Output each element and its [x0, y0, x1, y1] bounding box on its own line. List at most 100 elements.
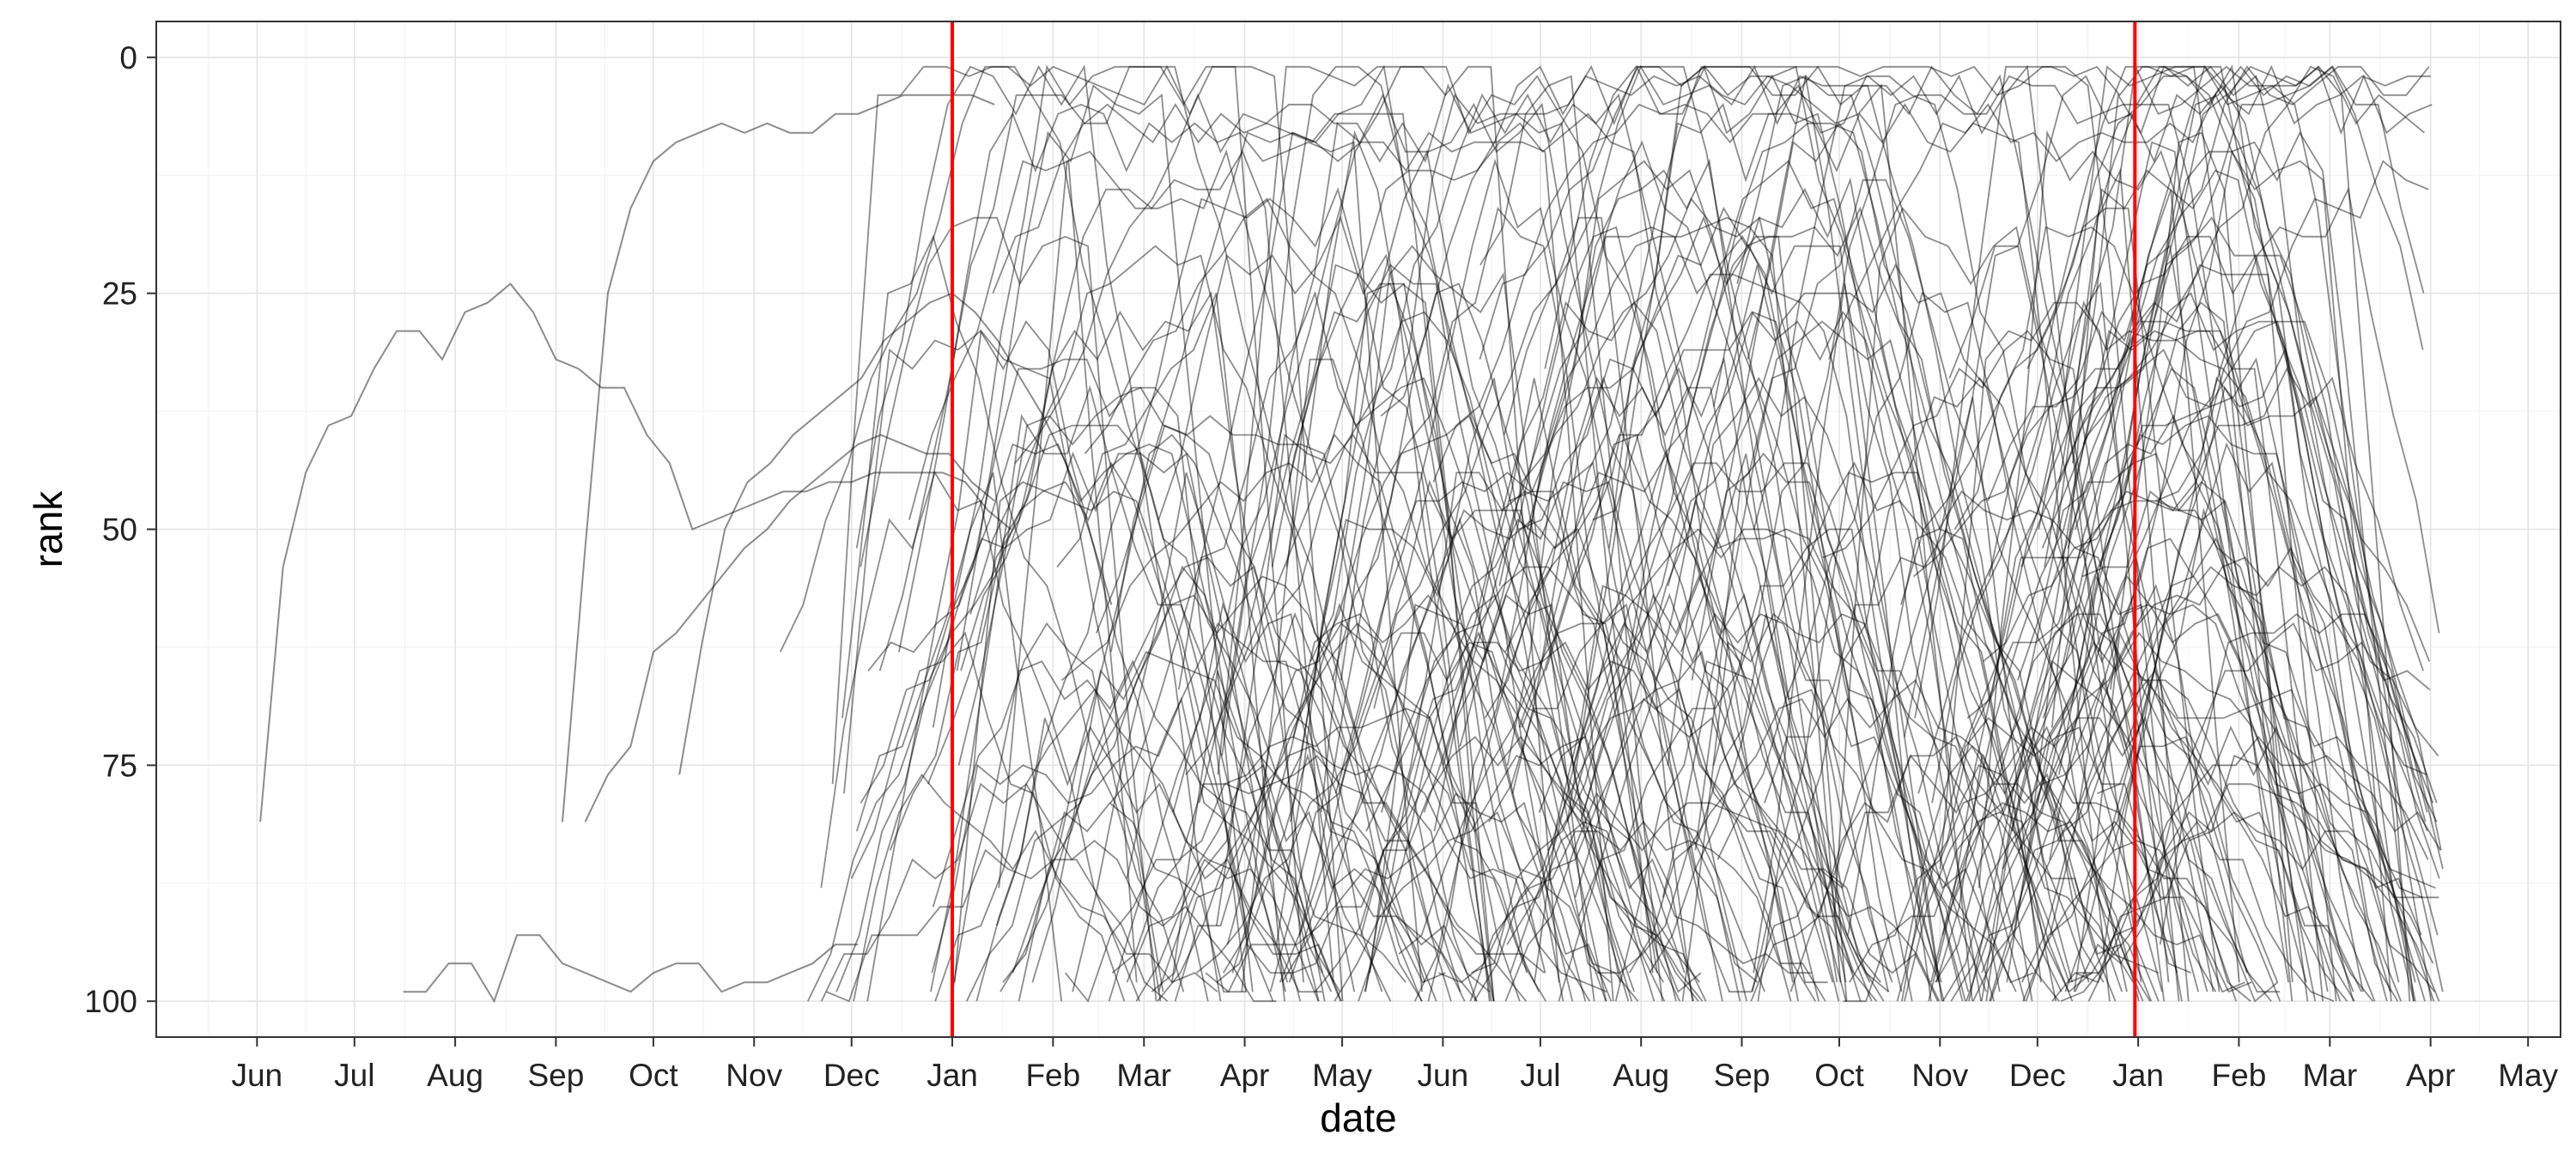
series-line [1012, 434, 1423, 1002]
series-line [1271, 141, 1614, 1002]
series-line [1965, 575, 2422, 1002]
series-line [1226, 622, 1547, 1002]
series-line [1215, 433, 1491, 1002]
series-line [1953, 226, 2388, 1002]
series-line [820, 470, 1140, 1002]
series-line [1095, 415, 1461, 992]
series-line [2102, 347, 2400, 983]
series-line [1608, 102, 2111, 1002]
x-tick-label: May [2498, 1058, 2558, 1093]
series-line [1331, 415, 1765, 992]
series-line [2081, 367, 2424, 671]
series-line [1281, 509, 1828, 984]
series-line [1340, 64, 2070, 992]
series-line [2050, 167, 2190, 1002]
series-line [927, 245, 1452, 1002]
series-line [1275, 282, 1528, 974]
series-line [1398, 603, 1741, 1002]
series-line [825, 848, 1169, 1003]
series-line [1177, 112, 1794, 983]
series-line [1948, 75, 2428, 813]
series-line [1544, 65, 2183, 1002]
series-line [1983, 357, 2416, 1002]
series-line [1579, 122, 2105, 983]
series-line [1518, 206, 2134, 983]
x-tick-label: Oct [629, 1058, 678, 1093]
series-line [1941, 603, 2376, 1002]
series-line [2060, 820, 2335, 1003]
series-line [1952, 556, 2272, 1002]
series-line [1950, 584, 2248, 1002]
series-line [831, 65, 1289, 983]
series-line [932, 622, 1162, 1002]
series-line [779, 64, 1304, 983]
series-line [2069, 783, 2434, 992]
series-line [975, 696, 1341, 1002]
series-line [1157, 215, 1546, 974]
series-line [1442, 378, 1694, 1002]
series-line [1334, 158, 1723, 1002]
x-tick-label: Jul [334, 1058, 374, 1093]
series-line [1667, 263, 2192, 974]
series-line [1547, 311, 1913, 1002]
series-line [878, 94, 1495, 1002]
series-line [1694, 452, 1970, 992]
series-line [562, 94, 995, 822]
series-line [1935, 735, 2279, 1003]
series-line [1716, 292, 2128, 992]
series-line [2099, 292, 2442, 851]
series-line [1380, 481, 1792, 1002]
series-line [1896, 717, 2217, 1002]
series-line [1471, 574, 1881, 983]
series-line [2076, 735, 2441, 974]
series-line [1126, 622, 1356, 992]
series-line [998, 149, 1478, 1002]
series-line [2111, 507, 2342, 1002]
series-line [1901, 300, 2426, 1002]
series-line [1479, 75, 1663, 1002]
series-line [1747, 122, 2090, 983]
series-line [2058, 65, 2424, 775]
series-line [960, 290, 1326, 1002]
x-tick-label: Jan [2112, 1058, 2164, 1093]
series-line [953, 481, 1274, 1002]
series-line [1928, 452, 2317, 1002]
series-line [1108, 602, 1383, 1002]
series-line [1380, 65, 1973, 1002]
series-line [1364, 631, 1707, 1002]
series-line [1060, 433, 1495, 1002]
series-line [992, 65, 1426, 983]
series-line [835, 358, 1247, 992]
series-line [678, 292, 1113, 775]
series-line [1511, 375, 1878, 1002]
series-line [1504, 273, 1939, 974]
series-line [1358, 593, 1701, 1002]
series-line [1110, 64, 1635, 992]
series-line [1914, 65, 2416, 983]
x-tick-label: Aug [1613, 1058, 1669, 1093]
series-line [1566, 65, 2001, 992]
series-line [1205, 792, 1639, 1002]
series-line [1084, 197, 1587, 1002]
series-line [1577, 528, 1966, 1002]
series-line [1506, 160, 1964, 1002]
series-line [1667, 376, 1987, 992]
series-line [1217, 65, 1560, 983]
series-line [2057, 367, 2354, 1002]
y-axis-tick-labels: 0 25 50 75 100 [84, 40, 137, 1019]
x-tick-label: Oct [1814, 1058, 1864, 1093]
series-line [1157, 611, 1478, 1002]
series-line [1847, 490, 2281, 1002]
series-line [1510, 592, 2034, 984]
series-line [820, 782, 1277, 1003]
series-line [1270, 735, 1704, 1002]
series-line [1413, 376, 1871, 1002]
series-line [1988, 65, 2309, 1002]
series-line [1111, 755, 1546, 974]
series-line [1728, 754, 2117, 1002]
series-line [2042, 499, 2362, 992]
series-line [2039, 546, 2427, 804]
series-line [403, 934, 859, 1004]
series-line [853, 773, 1218, 1002]
series-line [1930, 811, 2160, 983]
